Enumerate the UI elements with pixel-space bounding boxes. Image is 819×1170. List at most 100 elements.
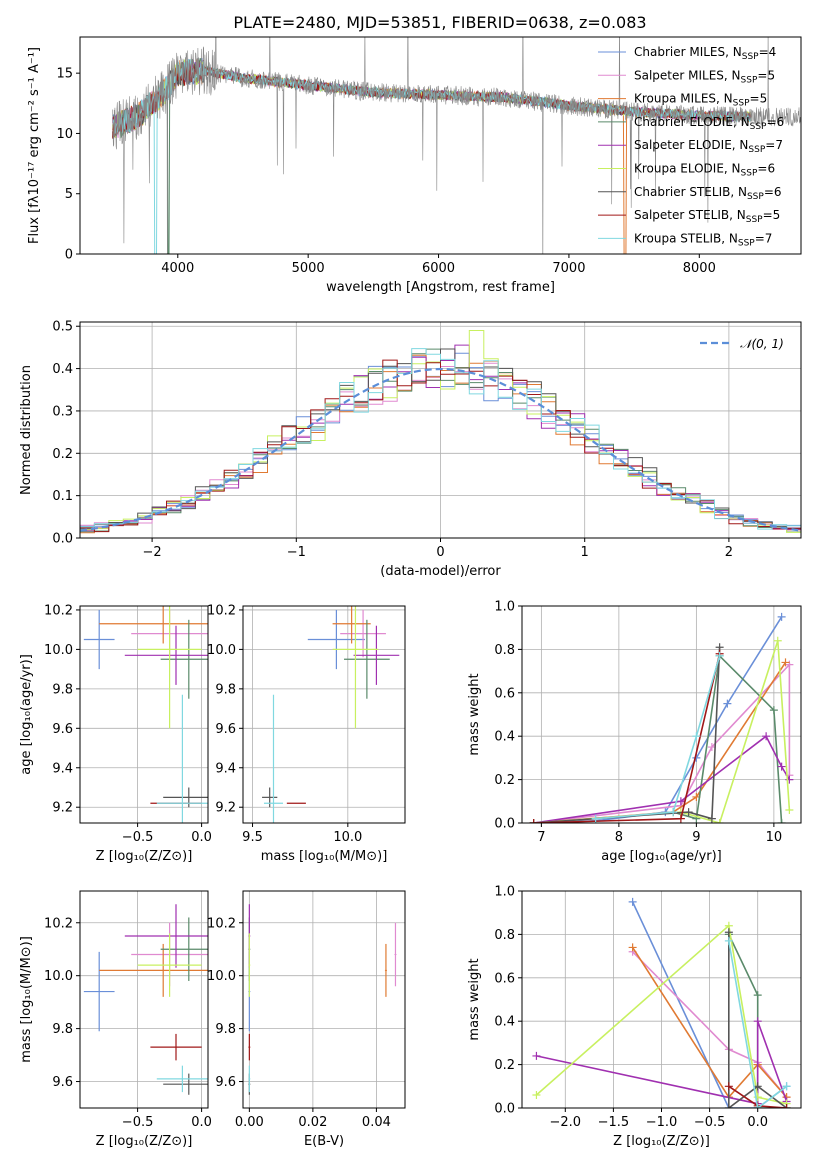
legend-entry-subscript: SSP [741,75,758,85]
x-tick-label: 8 [615,830,623,845]
weight-marker-kroupa_stelib [724,936,733,945]
weight-line-kroupa_miles [631,946,788,1099]
weight-line-kroupa_stelib [595,655,721,820]
y-tick-label: 0.6 [494,971,515,986]
spectrum-panel: 4000 5000 6000 7000 8000 0 5 10 15 wavelength [An… [27,36,802,295]
x-tick-label: 4000 [161,261,194,276]
y-tick-label: 0.4 [494,1015,515,1030]
weight-line-kroupa_miles [533,661,787,823]
y-tick-label: 0.6 [494,686,515,701]
y-tick-label: 9.4 [52,761,73,776]
y-tick-label: 0.0 [494,817,515,832]
mass-vs-metallicity-panel: −0.5 0.0 9.6 9.8 10.0 10.2 Z [log₁₀(Z/Z⊙)] mass… [19,890,212,1149]
x-tick-label: −1.0 [646,1115,678,1130]
weight-marker-chabrier_miles [777,612,786,621]
x-axis-label: wavelength [Angstrom, rest frame] [326,280,555,295]
weight-marker-salpeter_elodie [777,762,786,771]
x-axis-label: Z [log₁₀(Z/Z⊙)] [613,1134,710,1149]
axes-frame [79,605,209,824]
y-axis-label: Normed distribution [19,365,34,495]
weight-marker-kroupa_elodie [715,819,724,823]
x-tick-label: 0.04 [362,1115,391,1130]
y-tick-label: 0.2 [494,773,515,788]
legend-entry-subscript: SSP [741,169,758,179]
x-tick-label: 5000 [292,261,325,276]
y-tick-label: 0.2 [494,1058,515,1073]
y-axis-label: age [log₁₀(age/yr)] [19,654,34,775]
x-tick-label: 10 [766,830,783,845]
legend-entry-label: Salpeter STELIB, N [634,208,746,222]
weight-vs-age-panel: 7 8 9 10 0.0 0.2 0.4 0.6 0.8 1.0 age [log₁₀(age/yr… [467,600,802,864]
y-tick-label: 10.2 [207,916,236,931]
x-tick-label: −2.0 [550,1115,582,1130]
y-tick-label: 5 [65,187,73,202]
legend-entry-label: Salpeter MILES, N [634,68,741,82]
legend-entry: Salpeter STELIB, NSSP=5 [634,208,780,225]
weight-marker-salpeter_stelib [724,1082,733,1091]
y-tick-label: 10.0 [207,969,236,984]
legend-entry-label: Salpeter ELODIE, N [634,138,748,152]
plot-area [262,606,400,823]
legend-entry: Kroupa ELODIE, NSSP=6 [634,162,775,179]
plot-area [83,606,208,823]
x-axis-label: mass [log₁₀(M/M⊙)] [261,849,388,864]
weight-marker-kroupa_elodie [773,636,782,645]
plot-area [532,897,791,1108]
y-tick-label: 10.0 [44,643,73,658]
legend-entry-label: Kroupa ELODIE, N [634,162,741,176]
legend-entry-subscript: SSP [746,215,763,225]
x-tick-label: 0.0 [191,1115,212,1130]
legend-entry-label: Chabrier ELODIE, N [634,115,750,129]
legend-entry-value: =6 [757,162,775,176]
y-tick-label: 10.0 [44,969,73,984]
y-tick-label: 0.8 [494,643,515,658]
y-tick-label: 10.2 [207,603,236,618]
x-axis-label: E(B-V) [304,1134,344,1149]
weight-vs-metallicity-panel: −2.0 −1.5 −1.0 −0.5 0.0 0.0 0.2 0.4 0.6 0.8 1.0 Z [… [467,885,802,1149]
x-tick-label: 9 [692,830,700,845]
weight-marker-chabrier_elodie [753,991,762,1000]
y-tick-label: 9.6 [215,1075,236,1090]
weight-marker-kroupa_stelib [715,651,724,660]
y-axis-label: mass [log₁₀(M/M⊙)] [19,936,34,1063]
y-tick-label: 0.4 [494,730,515,745]
weight-line-chabrier_miles [533,616,783,823]
plot-area [529,612,794,823]
x-tick-label: 8000 [683,261,716,276]
weight-marker-kroupa_stelib [591,814,600,823]
weight-marker-kroupa_elodie [785,805,794,814]
x-tick-label: 2 [725,545,733,560]
axes-frame [79,890,209,1109]
legend-entry: 𝒩(0, 1) [740,337,784,351]
legend-entry-value: =5 [763,208,781,222]
x-tick-label: −1.5 [598,1115,630,1130]
plot-area [80,330,801,534]
plot-area [248,904,397,1095]
y-tick-label: 1.0 [494,885,515,900]
weight-marker-salpeter_stelib [782,1104,791,1108]
y-axis-label: mass weight [467,673,482,755]
age-vs-mass-panel: 9.5 10.0 9.2 9.4 9.6 9.8 10.0 10.2 mass [log₁₀(M… [207,603,406,864]
y-tick-label: 1.0 [494,600,515,615]
observed-spectrum [112,37,801,254]
y-tick-label: 0.0 [52,532,73,547]
y-tick-label: 9.6 [52,1075,73,1090]
axes-frame [242,605,406,824]
legend-entry-label: Kroupa STELIB, N [634,231,738,245]
legend-entry-value: =6 [764,185,782,199]
axes-frame [79,321,802,539]
y-tick-label: 0.5 [52,320,73,335]
legend-entry: Chabrier MILES, NSSP=4 [634,45,776,62]
legend-entry-value: =6 [766,115,784,129]
y-tick-label: 9.8 [52,1022,73,1037]
legend-entry-subscript: SSP [742,52,759,62]
weight-line-chabrier_stelib [533,647,721,823]
weight-line-salpeter_elodie [536,1020,788,1105]
legend-entry: Chabrier ELODIE, NSSP=6 [634,115,784,132]
y-tick-label: 0 [65,248,73,263]
weight-marker-chabrier_elodie [777,819,786,823]
weight-marker-chabrier_stelib [724,928,733,937]
weight-marker-chabrier_stelib [753,1082,762,1091]
axes-frame [242,890,406,1109]
